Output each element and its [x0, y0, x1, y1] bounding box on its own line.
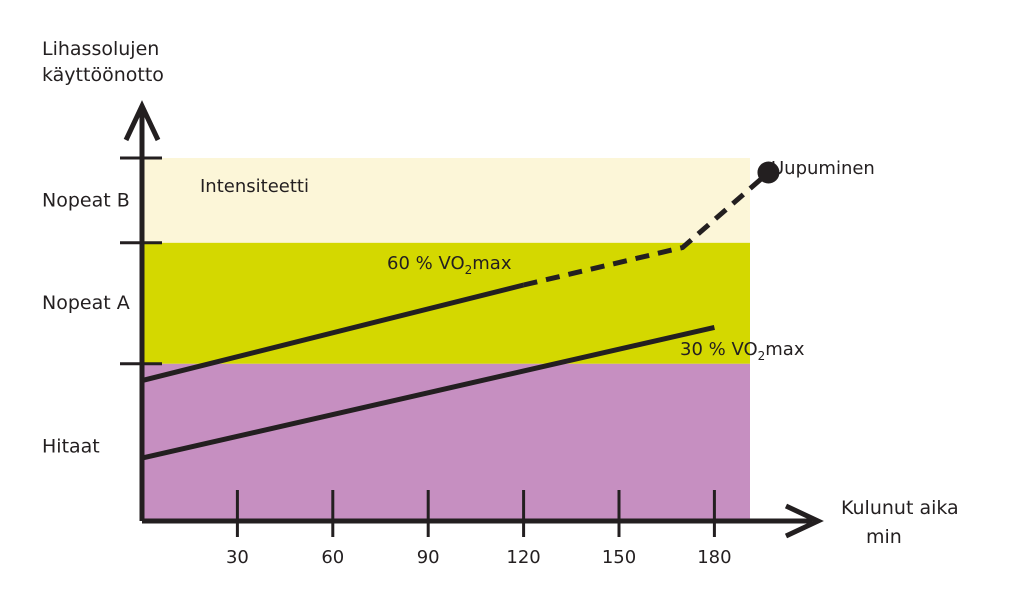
labels-layer: Hitaat Nopeat A Nopeat B Intensiteetti Uupum…	[42, 38, 959, 568]
x-axis-arrow	[784, 503, 824, 539]
x-axis-title-line-0: Kulunut aika	[841, 497, 959, 519]
band-label-0: Hitaat	[42, 435, 100, 457]
series-layer	[141, 161, 780, 461]
y-axis-title-line-0: Lihassolujen	[42, 38, 159, 60]
x-tick-label-2: 90	[417, 547, 440, 568]
band-2	[142, 158, 750, 243]
band-note: Intensiteetti	[200, 176, 309, 197]
x-tick-label-4: 150	[602, 547, 636, 568]
x-tick-label-3: 120	[506, 547, 540, 568]
x-tick-label-5: 180	[697, 547, 731, 568]
series-label-0: 60 % VO2max	[387, 253, 512, 277]
y-axis-title-line-1: käyttöönotto	[42, 64, 164, 86]
y-axis-arrow	[123, 100, 161, 142]
x-tick-label-0: 30	[226, 547, 249, 568]
exhaustion-label: Uupuminen	[771, 158, 875, 179]
exhaustion-marker	[757, 161, 780, 184]
series-line-1	[141, 324, 715, 461]
band-label-2: Nopeat B	[42, 189, 130, 211]
axes-layer	[120, 100, 824, 539]
series-label-1: 30 % VO2max	[680, 339, 805, 363]
band-label-1: Nopeat A	[42, 292, 130, 314]
series-dashed-0	[523, 170, 771, 288]
x-axis-title-line-1: min	[866, 526, 902, 548]
series-line-0	[141, 282, 525, 384]
x-tick-label-1: 60	[321, 547, 344, 568]
